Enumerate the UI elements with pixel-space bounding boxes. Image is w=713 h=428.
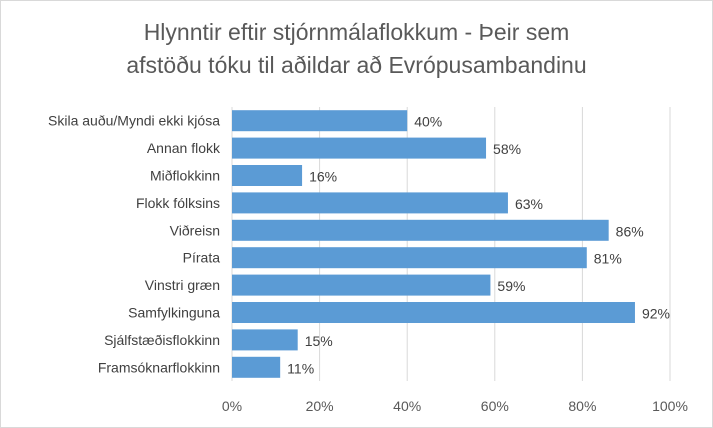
bar xyxy=(232,165,303,186)
chart-title: Hlynntir eftir stjórnmálaflokkum - Þeir … xyxy=(0,16,713,82)
bar xyxy=(232,219,609,241)
category-label: Miðflokkinn xyxy=(150,168,220,184)
category-label: Skila auðu/Myndi ekki kjósa xyxy=(48,113,220,129)
category-label: Vinstri græn xyxy=(145,277,220,293)
x-tick-label: 100% xyxy=(652,398,688,414)
category-label: Viðreisn xyxy=(170,222,220,238)
data-label: 86% xyxy=(616,223,644,239)
chart-title-line-1: Hlynntir eftir stjórnmálaflokkum - Þeir … xyxy=(143,19,570,45)
bar xyxy=(232,192,508,214)
data-labels: 40% 58% 16% 63% 86% 81% 59% 92% 15% 11% xyxy=(287,114,670,377)
bar xyxy=(232,274,491,296)
data-label: 59% xyxy=(497,278,525,294)
x-tick-label: 0% xyxy=(222,398,242,414)
data-label: 92% xyxy=(642,306,670,322)
x-tick-labels: 0% 20% 40% 60% 80% 100% xyxy=(222,398,688,414)
data-label: 40% xyxy=(414,114,442,130)
data-label: 81% xyxy=(594,251,622,267)
chart-title-line-2: afstöðu tóku til aðildar að Evrópusamban… xyxy=(126,52,587,78)
category-label: Pírata xyxy=(183,250,221,266)
data-label: 11% xyxy=(287,360,314,376)
category-label: Sjálfstæðisflokkinn xyxy=(104,332,220,348)
x-tick-label: 80% xyxy=(568,398,596,414)
category-label: Framsóknarflokkinn xyxy=(98,359,220,375)
category-label: Flokk fólksins xyxy=(136,195,220,211)
category-labels: Skila auðu/Myndi ekki kjósa Annan flokk Mi… xyxy=(48,113,221,376)
bar xyxy=(232,356,281,378)
bar xyxy=(232,329,298,351)
category-label: Annan flokk xyxy=(147,140,221,156)
data-label: 16% xyxy=(309,169,337,185)
bars xyxy=(232,110,635,378)
x-tick-label: 20% xyxy=(306,398,334,414)
category-label: Samfylkinguna xyxy=(128,305,220,321)
x-tick-label: 40% xyxy=(393,398,421,414)
data-label: 58% xyxy=(493,141,521,157)
bar xyxy=(232,302,635,323)
bar xyxy=(232,110,408,132)
data-label: 15% xyxy=(305,333,333,349)
bar xyxy=(232,247,587,269)
x-tick-label: 60% xyxy=(481,398,509,414)
bar xyxy=(232,137,487,159)
data-label: 63% xyxy=(515,196,543,212)
